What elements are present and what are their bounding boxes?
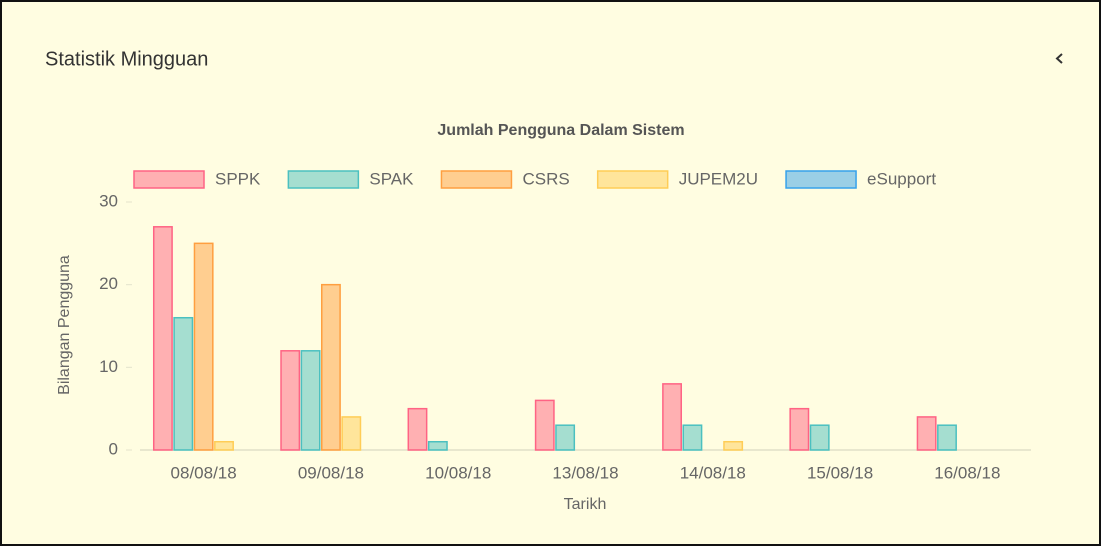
bar: [427, 440, 448, 451]
bar: [173, 316, 194, 451]
bar: [937, 424, 957, 451]
bar: [809, 424, 830, 451]
x-tick-label: 10/08/18: [425, 463, 491, 482]
legend-label: eSupport: [867, 169, 936, 188]
x-tick-label: 09/08/18: [298, 463, 364, 482]
bar: [193, 242, 214, 451]
x-tick-label: 16/08/18: [934, 463, 1000, 482]
bar: [723, 440, 744, 451]
y-tick-label: 0: [109, 439, 118, 458]
bar: [555, 424, 576, 451]
bar: [916, 416, 937, 451]
bar: [152, 226, 173, 451]
x-axis-label: Tarikh: [564, 496, 607, 513]
x-tick-label: 08/08/18: [171, 463, 237, 482]
bar: [682, 424, 703, 451]
collapse-icon[interactable]: [1055, 53, 1063, 64]
bar: [320, 283, 341, 451]
legend-swatch: [596, 170, 669, 189]
legend-label: SPAK: [369, 169, 414, 188]
bar: [407, 407, 428, 451]
bar: [214, 440, 234, 451]
x-tick-label: 15/08/18: [807, 463, 873, 482]
legend-swatch: [133, 170, 205, 189]
x-tick-label: 13/08/18: [552, 463, 618, 482]
bar: [300, 350, 321, 451]
chart-title: Jumlah Pengguna Dalam Sistem: [437, 122, 684, 139]
legend-swatch: [785, 170, 857, 189]
legend-label: JUPEM2U: [679, 169, 758, 188]
y-tick-label: 20: [99, 274, 118, 293]
legend-swatch: [440, 170, 513, 189]
y-axis-label: Bilangan Pengguna: [56, 255, 73, 395]
legend-label: SPPK: [215, 169, 261, 188]
bar: [534, 399, 555, 451]
bar: [789, 407, 810, 451]
legend-label: CSRS: [522, 169, 569, 188]
x-tick-label: 14/08/18: [680, 463, 746, 482]
y-tick-label: 10: [99, 357, 118, 376]
panel-title: Statistik Mingguan: [45, 48, 208, 70]
bar: [280, 350, 301, 451]
y-tick-label: 30: [99, 191, 118, 210]
bar: [341, 416, 362, 451]
legend-swatch: [287, 170, 360, 189]
bar: [662, 383, 682, 451]
